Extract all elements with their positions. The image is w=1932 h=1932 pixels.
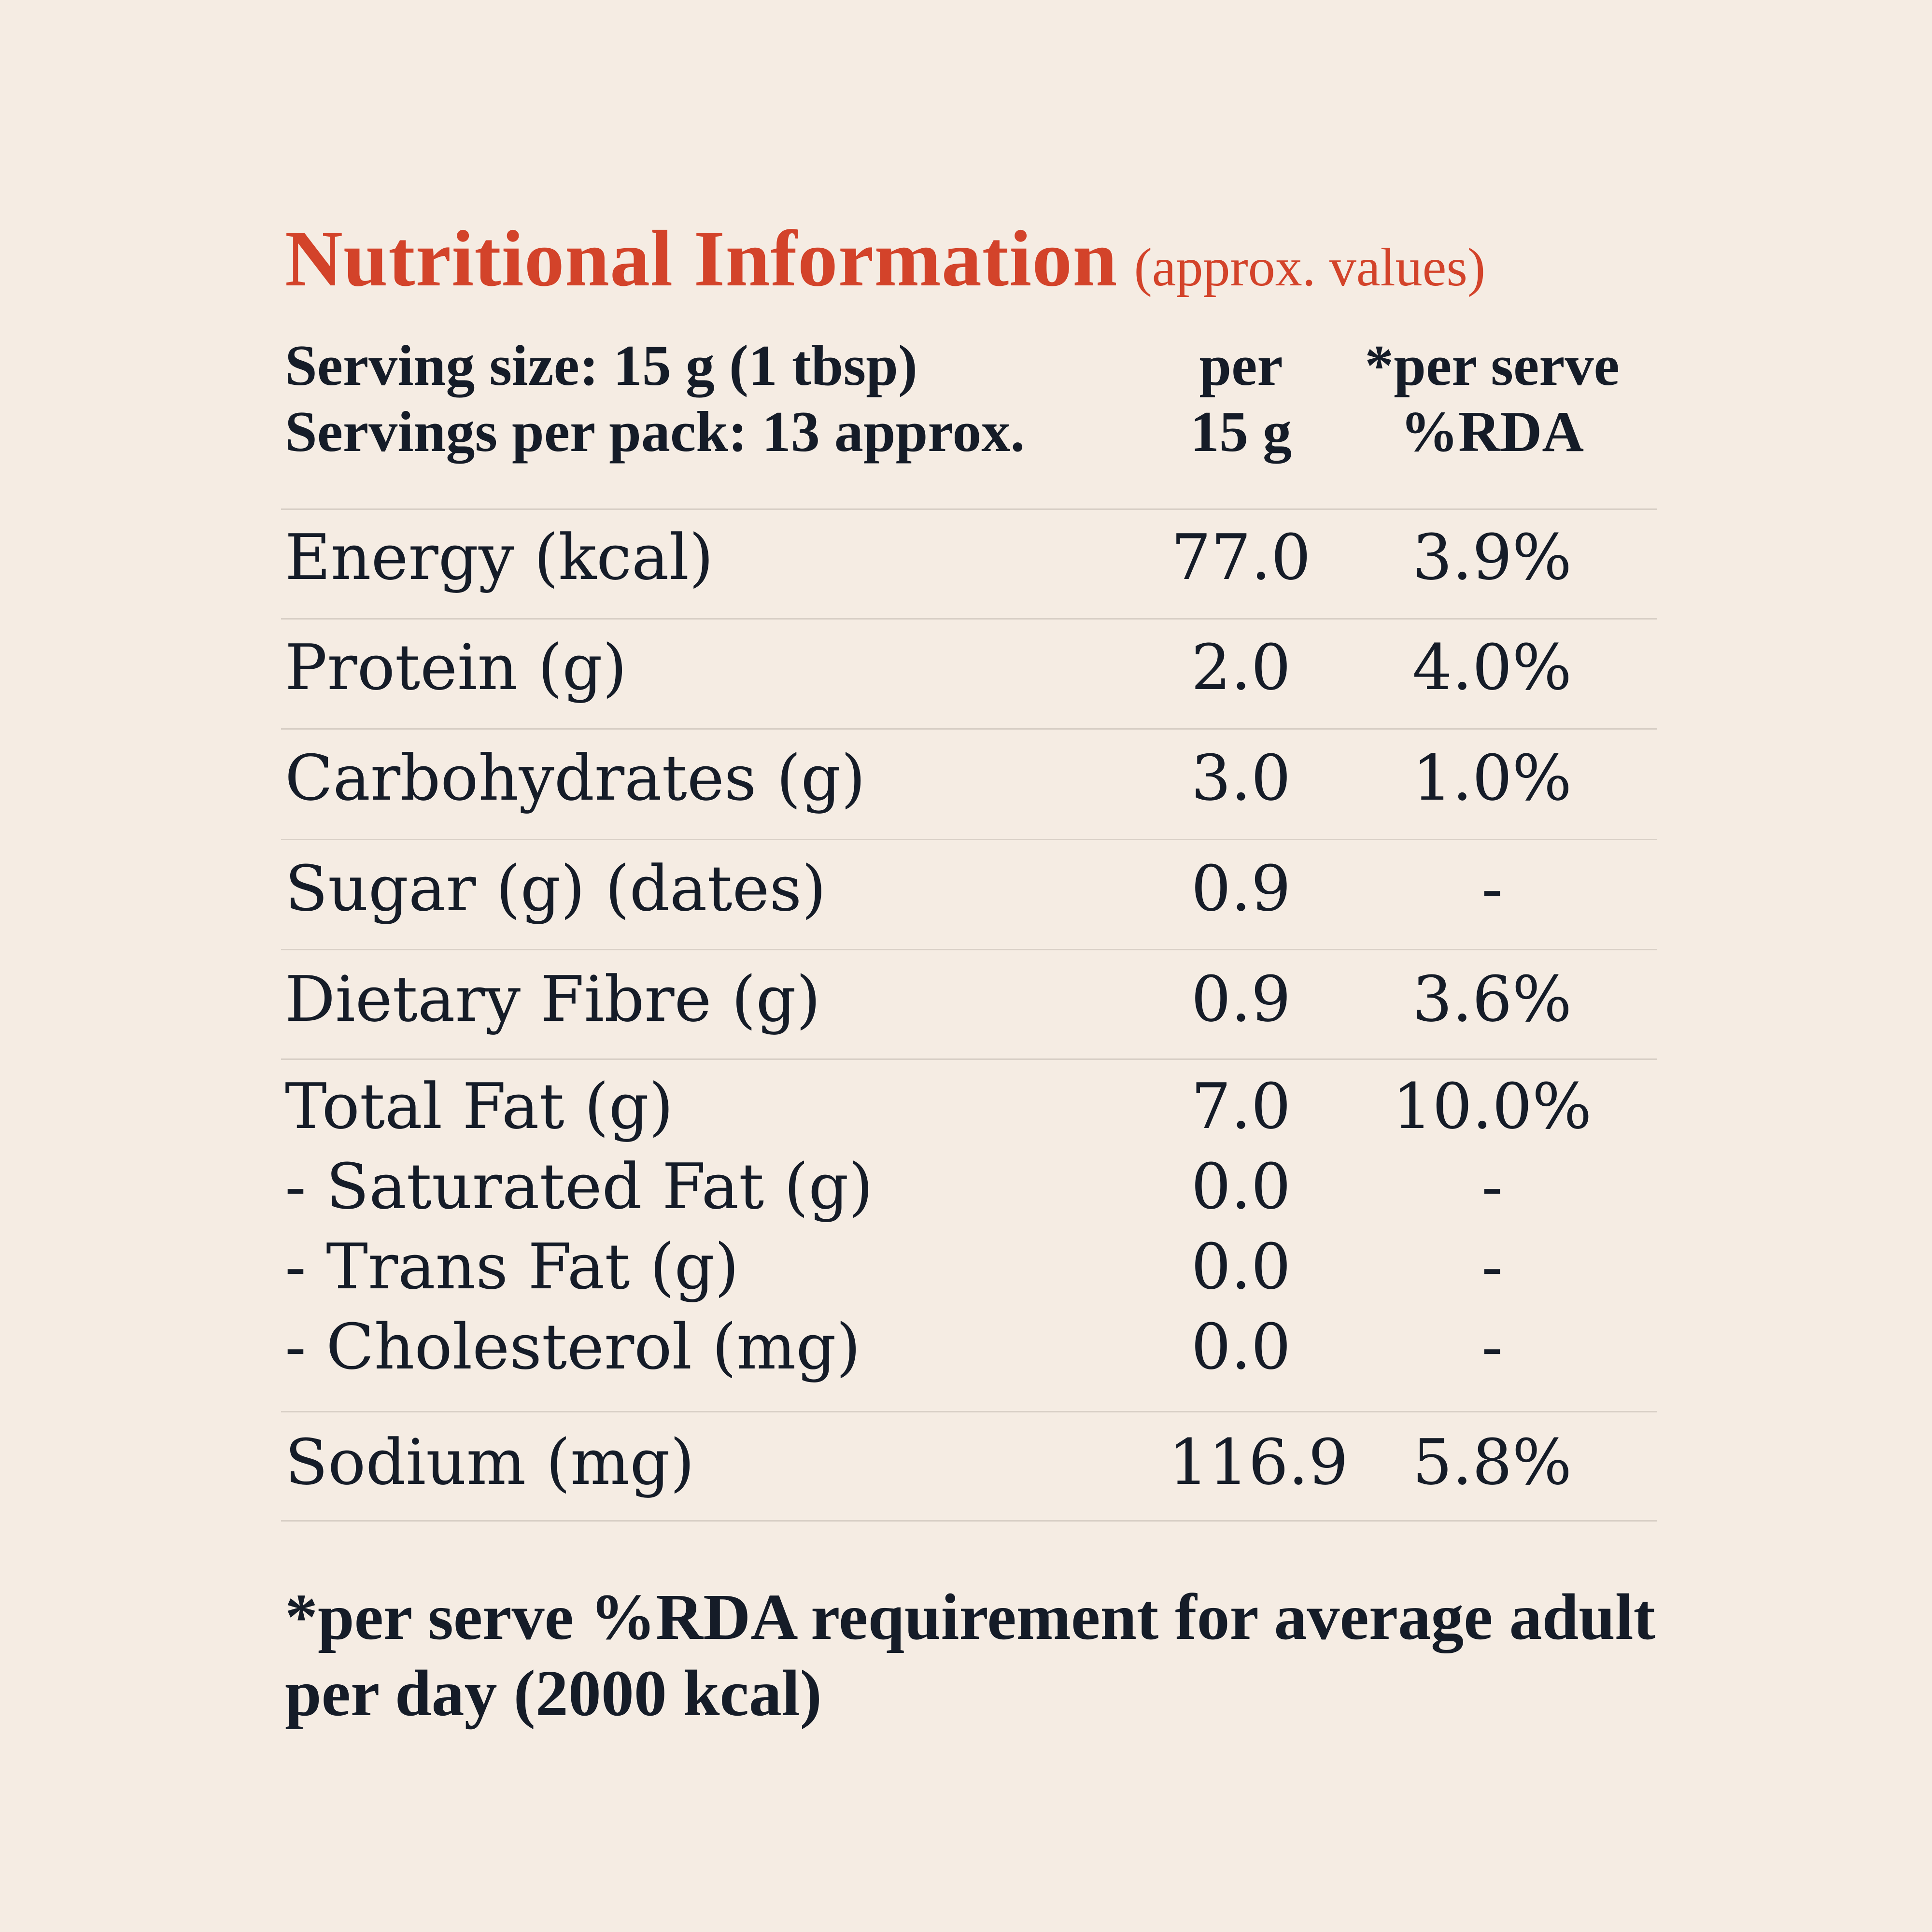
nutrient-label: Energy (kcal) bbox=[285, 521, 714, 594]
nutrient-label: Carbohydrates (g) bbox=[285, 741, 866, 815]
nutrient-label: Protein (g) bbox=[285, 631, 627, 704]
nutrient-row-total-fat: Total Fat (g) 7.0 10.0% bbox=[0, 1070, 1932, 1150]
nutrient-value: 0.9 bbox=[1191, 962, 1291, 1036]
column-header-per-serving: per 15 g bbox=[1169, 332, 1313, 465]
nutrient-value: 0.9 bbox=[1191, 852, 1291, 925]
divider bbox=[281, 1058, 1657, 1060]
divider bbox=[281, 1411, 1657, 1412]
divider bbox=[281, 839, 1657, 840]
column-header-rda-line1: *per serve bbox=[1365, 333, 1620, 397]
nutrient-rda: 3.9% bbox=[1412, 521, 1572, 594]
divider bbox=[281, 618, 1657, 620]
nutrient-rda: 10.0% bbox=[1392, 1070, 1592, 1143]
nutrient-rda: 1.0% bbox=[1412, 741, 1572, 815]
title-main: Nutritional Information bbox=[285, 214, 1118, 303]
nutrient-label: Sugar (g) (dates) bbox=[285, 852, 826, 925]
nutrient-value: 7.0 bbox=[1191, 1070, 1291, 1143]
nutrient-row-cholesterol: - Cholesterol (mg) 0.0 - bbox=[0, 1310, 1932, 1390]
column-header-rda-line2: %RDA bbox=[1400, 399, 1584, 464]
nutrient-rda: 3.6% bbox=[1412, 962, 1572, 1036]
divider bbox=[281, 1520, 1657, 1522]
column-header-rda: *per serve %RDA bbox=[1333, 332, 1651, 465]
divider bbox=[281, 508, 1657, 510]
panel-title: Nutritional Information (approx. values) bbox=[285, 212, 1685, 305]
nutrient-rda: - bbox=[1481, 1310, 1503, 1383]
nutrient-value: 2.0 bbox=[1191, 631, 1291, 704]
nutrient-label: Dietary Fibre (g) bbox=[285, 962, 821, 1036]
divider bbox=[281, 728, 1657, 730]
nutrient-rda: - bbox=[1481, 852, 1503, 925]
servings-per-pack: Servings per pack: 13 approx. bbox=[285, 399, 1025, 464]
nutrient-label: - Trans Fat (g) bbox=[285, 1230, 739, 1303]
nutrient-label: Total Fat (g) bbox=[285, 1070, 674, 1143]
nutrient-value: 0.0 bbox=[1191, 1230, 1291, 1303]
nutrient-value: 3.0 bbox=[1191, 741, 1291, 815]
serving-info: Serving size: 15 g (1 tbsp) Servings per… bbox=[285, 332, 1025, 465]
nutrient-label: - Saturated Fat (g) bbox=[285, 1150, 874, 1223]
nutrient-rda: 4.0% bbox=[1412, 631, 1572, 704]
nutrient-label: - Cholesterol (mg) bbox=[285, 1310, 861, 1383]
nutrient-value: 116.9 bbox=[1169, 1425, 1349, 1499]
nutrient-rda: - bbox=[1481, 1150, 1503, 1223]
nutrient-row-trans-fat: - Trans Fat (g) 0.0 - bbox=[0, 1230, 1932, 1310]
nutrient-value: 0.0 bbox=[1191, 1150, 1291, 1223]
nutrient-row-saturated-fat: - Saturated Fat (g) 0.0 - bbox=[0, 1150, 1932, 1230]
nutrient-rda: - bbox=[1481, 1230, 1503, 1303]
column-header-per-line2: 15 g bbox=[1190, 399, 1292, 464]
nutrient-value: 0.0 bbox=[1191, 1310, 1291, 1383]
nutrient-rda: 5.8% bbox=[1412, 1425, 1572, 1499]
divider bbox=[281, 949, 1657, 950]
title-subtitle: (approx. values) bbox=[1134, 238, 1486, 297]
rda-footnote: *per serve %RDA requirement for average … bbox=[285, 1581, 1655, 1730]
nutrient-value: 77.0 bbox=[1171, 521, 1311, 594]
serving-size: Serving size: 15 g (1 tbsp) bbox=[285, 333, 917, 397]
fat-group: Total Fat (g) 7.0 10.0% - Saturated Fat … bbox=[0, 1070, 1932, 1390]
nutrient-label: Sodium (mg) bbox=[285, 1425, 695, 1499]
column-header-per-line1: per bbox=[1199, 333, 1283, 397]
